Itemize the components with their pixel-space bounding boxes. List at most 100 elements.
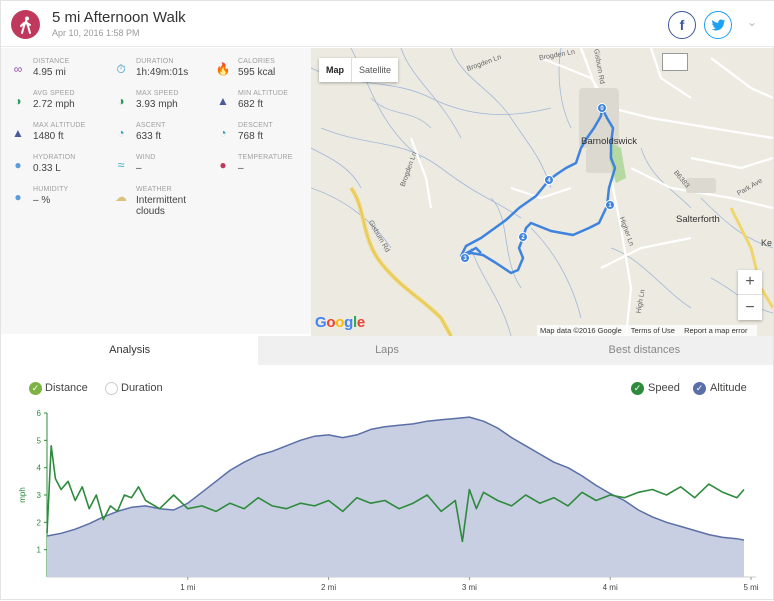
y-tick-label: 3 <box>37 491 42 500</box>
tab-analysis[interactable]: Analysis <box>1 336 259 365</box>
mountain-icon: ▲ <box>12 126 24 140</box>
y-axis-label: mph <box>18 487 27 503</box>
stat-label: DURATION <box>136 58 174 65</box>
collapse-chevron-icon[interactable]: ⌄ <box>747 15 758 29</box>
svg-text:2: 2 <box>521 235 525 241</box>
stat-value: 4.95 mi <box>33 67 66 78</box>
stats-panel: ∞ DISTANCE 4.95 mi ⏱ DURATION 1h:49m:01s 🔥 CALO… <box>1 48 311 334</box>
stat-label: TEMPERATURE <box>238 154 293 161</box>
stat-wind: ≈ WIND – <box>114 154 214 184</box>
terms-of-use-link[interactable]: Terms of Use <box>630 326 675 335</box>
x-tick-label: 5 mi <box>743 583 758 592</box>
analysis-tabs: Analysis Laps Best distances <box>1 336 773 365</box>
speed-option-label[interactable]: Speed <box>648 382 680 394</box>
tab-best-distances[interactable]: Best distances <box>608 344 681 356</box>
fullscreen-icon[interactable] <box>662 53 688 71</box>
stat-label: WEATHER <box>136 186 172 193</box>
stat-value: – <box>136 163 142 174</box>
stat-value: – % <box>33 195 51 206</box>
stat-value: 0.33 L <box>33 163 61 174</box>
stat-avg-speed: ◑ AVG SPEED 2.72 mph <box>11 90 111 120</box>
stat-label: DESCENT <box>238 122 273 129</box>
x-tick-label: 4 mi <box>603 583 618 592</box>
route-map[interactable]: 0 1 2 3 4 Barnoldswick Salterforth Gisbu… <box>311 48 773 336</box>
svg-text:3: 3 <box>463 256 467 262</box>
speed-series-line <box>46 445 745 543</box>
map-canvas: 0 1 2 3 4 <box>311 48 773 336</box>
svg-text:0: 0 <box>600 106 604 112</box>
duration-option-label[interactable]: Duration <box>121 382 163 394</box>
y-tick-label: 1 <box>37 546 42 555</box>
stat-label: AVG SPEED <box>33 90 75 97</box>
map-type-satellite-button[interactable]: Satellite <box>351 58 398 82</box>
speed-altitude-chart: mph 1 2 3 4 5 6 1 mi 2 mi 3 mi 4 mi 5 mi <box>18 409 759 592</box>
y-tick-label: 5 <box>37 436 42 445</box>
stat-weather: ☁ WEATHER Intermittent clouds <box>114 186 214 217</box>
facebook-share-button[interactable]: f <box>668 11 696 39</box>
svg-text:4: 4 <box>547 178 551 184</box>
altitude-series-line <box>46 416 745 541</box>
report-map-error-link[interactable]: Report a map error <box>684 326 748 335</box>
thermometer-icon: ● <box>219 158 227 172</box>
stat-label: ASCENT <box>136 122 166 129</box>
stat-label: CALORIES <box>238 58 275 65</box>
map-label-salterforth: Salterforth <box>676 214 720 225</box>
stat-temperature: ● TEMPERATURE – <box>216 154 316 184</box>
altitude-option-label[interactable]: Altitude <box>710 382 747 394</box>
duration-checkbox[interactable] <box>105 382 118 395</box>
stat-value: 1h:49m:01s <box>136 67 189 78</box>
map-type-map-button[interactable]: Map <box>326 65 344 75</box>
y-tick-label: 6 <box>37 409 42 418</box>
twitter-share-button[interactable] <box>704 11 732 39</box>
x-tick-label: 2 mi <box>321 583 336 592</box>
walking-person-icon <box>11 10 40 39</box>
stat-value: 768 ft <box>238 131 264 142</box>
stat-value: Intermittent clouds <box>136 195 187 217</box>
stat-value: 3.93 mph <box>136 99 178 110</box>
tab-laps[interactable]: Laps <box>375 344 399 356</box>
speedometer-icon: ◑ <box>117 94 125 108</box>
stat-value: 2.72 mph <box>33 99 75 110</box>
activity-title: 5 mi Afternoon Walk <box>52 9 186 26</box>
altitude-checkbox[interactable]: ✓ <box>693 382 706 395</box>
stat-value: 595 kcal <box>238 67 276 78</box>
stat-distance: ∞ DISTANCE 4.95 mi <box>11 58 111 88</box>
mountain-icon: ▲ <box>217 94 229 108</box>
map-label-barnoldswick: Barnoldswick <box>581 136 637 147</box>
speed-checkbox[interactable]: ✓ <box>631 382 644 395</box>
stat-calories: 🔥 CALORIES 595 kcal <box>216 58 316 88</box>
chart-controls: ✓ Distance Duration ✓ Speed ✓ Altitude <box>1 375 773 399</box>
stat-label: WIND <box>136 154 156 161</box>
map-label-ke: Ke <box>761 238 773 248</box>
altitude-area <box>47 417 744 577</box>
distance-option-label[interactable]: Distance <box>45 382 88 394</box>
distance-checkbox[interactable]: ✓ <box>29 382 42 395</box>
activity-date: Apr 10, 2016 1:58 PM <box>52 28 140 38</box>
map-data-attribution: Map data ©2016 Google <box>540 326 622 335</box>
flame-icon: 🔥 <box>215 62 231 76</box>
stat-hydration: ● HYDRATION 0.33 L <box>11 154 111 184</box>
stat-value: 682 ft <box>238 99 264 110</box>
ascent-icon: ◔ <box>117 126 125 140</box>
wind-icon: ≈ <box>117 158 125 172</box>
stat-duration: ⏱ DURATION 1h:49m:01s <box>114 58 214 88</box>
stat-max-speed: ◑ MAX SPEED 3.93 mph <box>114 90 214 120</box>
descent-icon: ◔ <box>219 126 227 140</box>
activity-header: 5 mi Afternoon Walk Apr 10, 2016 1:58 PM… <box>1 1 774 47</box>
stat-label: MAX ALTITUDE <box>33 122 86 129</box>
zoom-out-button[interactable]: − <box>745 298 755 316</box>
stat-label: HUMIDITY <box>33 186 69 193</box>
facebook-icon: f <box>679 17 685 33</box>
stat-max-altitude: ▲ MAX ALTITUDE 1480 ft <box>11 122 111 152</box>
cloud-sun-icon: ☁ <box>115 190 127 204</box>
map-type-toggle: Map Satellite <box>319 58 399 82</box>
y-tick-label: 2 <box>37 518 42 527</box>
stat-value: 1480 ft <box>33 131 64 142</box>
stat-descent: ◔ DESCENT 768 ft <box>216 122 316 152</box>
stat-min-altitude: ▲ MIN ALTITUDE 682 ft <box>216 90 316 120</box>
stopwatch-icon: ⏱ <box>116 61 126 76</box>
stat-value: – <box>238 163 244 174</box>
zoom-in-button[interactable]: + <box>738 270 762 295</box>
google-logo: Google <box>315 314 365 331</box>
stat-label: MIN ALTITUDE <box>238 90 289 97</box>
